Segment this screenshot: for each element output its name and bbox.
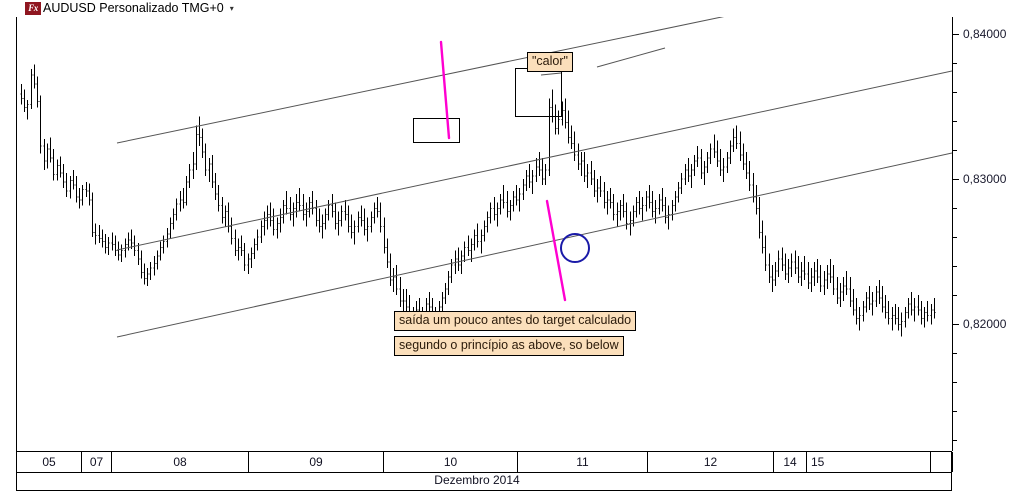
annotation-note-principle[interactable]: segundo o princípio as above, so below [394,336,624,356]
price-label: 0,83000 [963,172,1007,186]
channel-lower[interactable] [116,152,952,338]
time-axis-cell-08[interactable]: 08 [112,452,249,472]
price-tick-minor [953,382,957,383]
time-axis-cell-05[interactable]: 05 [17,452,82,472]
price-tick-major [953,34,959,35]
price-tick-minor [953,295,957,296]
consolidation-box-1[interactable] [413,118,460,143]
price-tick-minor [953,266,957,267]
magenta-up-line[interactable] [439,40,451,140]
time-axis-cell-07[interactable]: 07 [82,452,112,472]
price-tick-major [953,179,959,180]
price-tick-minor [953,353,957,354]
fx-icon: Fx [25,2,41,15]
calor-leader-left [540,72,562,76]
price-tick-minor [953,237,957,238]
period-label: Dezembro 2014 [434,473,520,487]
price-tick-minor [953,411,957,412]
chart-titlebar: Fx AUDUSD Personalizado TMG+0 ▾ [0,0,1022,17]
time-axis[interactable]: 05 07 08 09 10 11 12 14 15 [16,451,953,473]
time-axis-cell-10[interactable]: 10 [384,452,518,472]
price-label: 0,84000 [963,27,1007,41]
price-tick-minor [953,440,957,441]
price-tick-minor [953,121,957,122]
magenta-down-line[interactable] [545,199,567,302]
time-axis-cell-empty[interactable] [931,452,953,472]
price-tick-minor [953,208,957,209]
price-tick-minor [953,150,957,151]
ohlc-series-svg [20,5,952,338]
time-axis-cell-15[interactable]: 15 [807,452,931,472]
annotation-note-exit[interactable]: saída um pouco antes do target calculado [394,311,637,331]
price-tick-major [953,324,959,325]
price-tick-minor [953,63,957,64]
price-label: 0,82000 [963,317,1007,331]
entry-circle[interactable] [560,233,590,263]
channel-upper[interactable] [116,5,952,144]
price-tick-minor [953,92,957,93]
consolidation-box-2[interactable] [515,68,562,117]
period-bar: Dezembro 2014 [16,472,952,491]
time-axis-cell-14[interactable]: 14 [774,452,807,472]
annotation-calor[interactable]: "calor" [527,52,573,72]
time-axis-cell-11[interactable]: 11 [518,452,648,472]
chart-title: AUDUSD Personalizado TMG+0 [43,1,224,15]
time-axis-cell-09[interactable]: 09 [249,452,384,472]
calor-leader-right [596,47,666,68]
price-chart-plot[interactable] [17,5,952,451]
ohlc-bars [20,64,936,337]
price-axis[interactable]: 0,84000 0,83000 0,82000 [952,4,1022,451]
channel-mid[interactable] [116,70,952,251]
chevron-down-icon[interactable]: ▾ [229,4,234,13]
time-axis-cell-12[interactable]: 12 [648,452,774,472]
